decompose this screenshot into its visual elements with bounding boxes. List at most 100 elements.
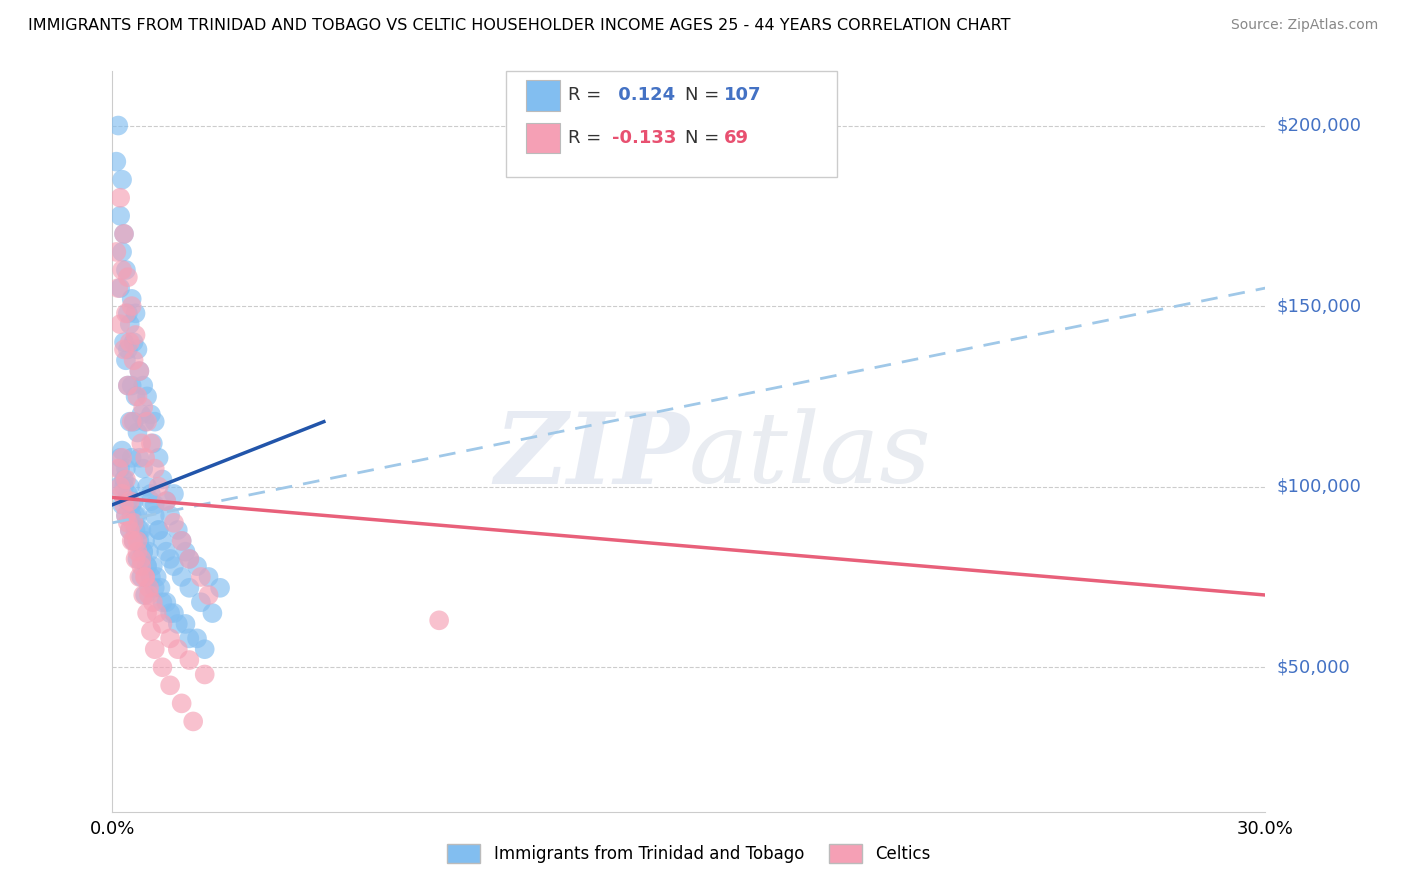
Point [152, 660, 174, 674]
Point [111, 172, 134, 186]
Point [117, 270, 139, 285]
Point [121, 450, 143, 465]
Point [152, 595, 174, 609]
Point [152, 473, 174, 487]
Point [128, 570, 150, 584]
Point [117, 378, 139, 392]
Point [129, 552, 153, 566]
Point [128, 364, 150, 378]
Point [117, 494, 139, 508]
Point [115, 461, 138, 475]
Text: 0.124: 0.124 [612, 87, 675, 104]
Point [111, 244, 134, 259]
Point [190, 595, 212, 609]
Text: $150,000: $150,000 [1277, 297, 1361, 315]
Point [124, 328, 146, 343]
Point [163, 559, 186, 574]
Point [112, 498, 135, 512]
Point [124, 552, 146, 566]
Point [111, 450, 134, 465]
Point [122, 516, 145, 530]
Point [132, 378, 155, 392]
Point [136, 559, 159, 574]
Point [143, 581, 166, 595]
Point [122, 415, 145, 429]
Point [163, 516, 186, 530]
Point [129, 559, 153, 574]
Point [117, 487, 139, 501]
Point [107, 480, 129, 494]
Point [108, 450, 131, 465]
Point [194, 667, 217, 681]
Point [112, 227, 135, 241]
Point [136, 415, 159, 429]
Point [139, 624, 162, 639]
Point [122, 494, 145, 508]
Point [148, 450, 170, 465]
Point [155, 595, 177, 609]
Point [143, 642, 166, 657]
Point [179, 552, 201, 566]
Point [117, 378, 139, 392]
Point [124, 306, 146, 320]
Point [128, 533, 150, 548]
Point [138, 544, 160, 558]
Point [108, 317, 131, 331]
Text: R =: R = [568, 87, 607, 104]
Point [143, 508, 166, 523]
Point [148, 523, 170, 537]
Point [139, 408, 162, 422]
Point [107, 281, 129, 295]
Point [190, 570, 212, 584]
Point [122, 335, 145, 350]
Point [136, 559, 159, 574]
Point [121, 299, 143, 313]
Point [134, 570, 156, 584]
Point [127, 425, 149, 440]
Point [124, 389, 146, 403]
Point [112, 473, 135, 487]
Point [159, 678, 181, 692]
Text: atlas: atlas [689, 409, 932, 504]
Point [166, 523, 188, 537]
Point [105, 244, 128, 259]
Point [138, 581, 160, 595]
Point [121, 498, 143, 512]
Point [124, 523, 146, 537]
Point [107, 119, 129, 133]
Point [145, 606, 167, 620]
Point [108, 209, 131, 223]
Point [142, 436, 165, 450]
Point [155, 494, 177, 508]
Text: ZIP: ZIP [494, 409, 689, 505]
Point [112, 343, 135, 357]
Point [121, 533, 143, 548]
Point [132, 544, 155, 558]
Point [108, 191, 131, 205]
Legend: Immigrants from Trinidad and Tobago, Celtics: Immigrants from Trinidad and Tobago, Cel… [440, 838, 938, 870]
Point [148, 523, 170, 537]
Point [174, 616, 197, 631]
Point [181, 714, 204, 729]
Point [127, 389, 149, 403]
Point [149, 581, 172, 595]
Point [115, 473, 138, 487]
Point [115, 306, 138, 320]
Point [145, 570, 167, 584]
Point [197, 588, 219, 602]
Point [111, 487, 134, 501]
Point [134, 450, 156, 465]
Point [105, 154, 128, 169]
Text: N =: N = [685, 87, 724, 104]
Point [427, 613, 450, 627]
Point [139, 487, 162, 501]
Point [166, 642, 188, 657]
Point [115, 263, 138, 277]
Point [121, 292, 143, 306]
Point [117, 306, 139, 320]
Point [152, 616, 174, 631]
Point [163, 487, 186, 501]
Point [127, 533, 149, 548]
Point [159, 508, 181, 523]
Point [136, 606, 159, 620]
